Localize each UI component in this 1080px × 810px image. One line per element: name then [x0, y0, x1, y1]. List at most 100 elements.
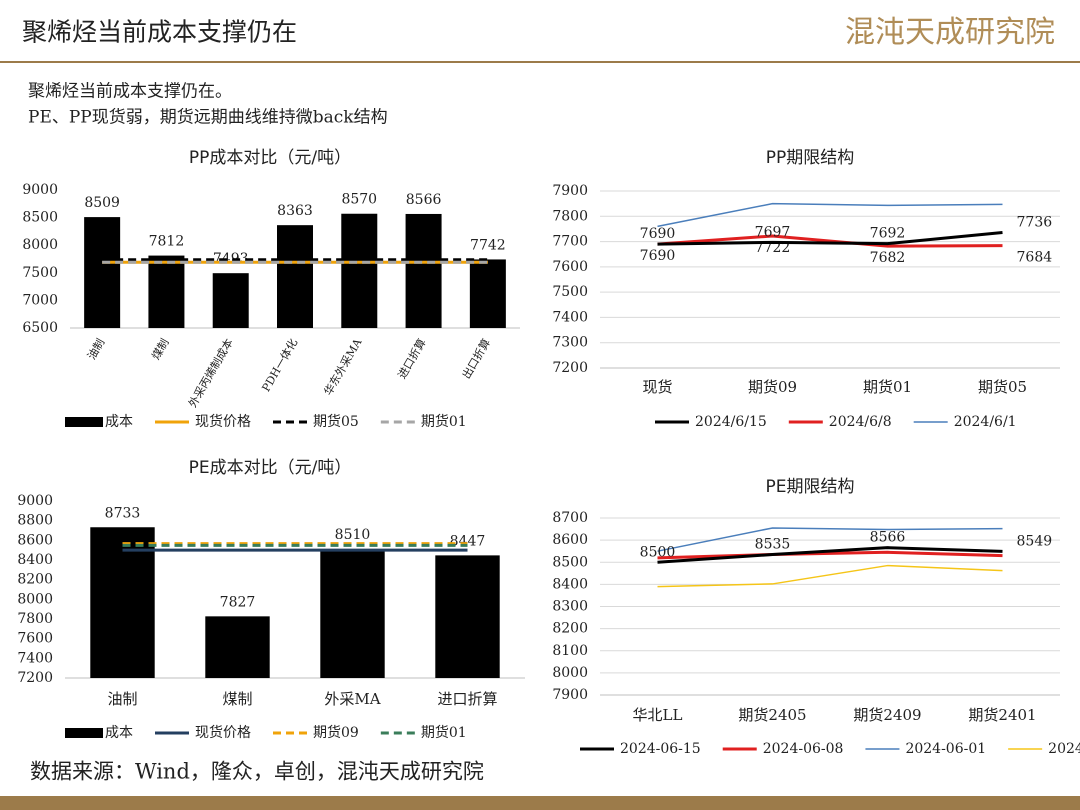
- legend-label: 成本: [105, 414, 133, 430]
- data-label: 7690: [640, 248, 676, 264]
- x-tick-label: 期货2405: [738, 706, 806, 724]
- series-line: [657, 546, 1003, 564]
- y-tick-label: 8200: [17, 572, 53, 588]
- y-tick-label: 8500: [552, 554, 588, 570]
- legend-label: 2024-06-15: [620, 741, 701, 757]
- y-tick-label: 7000: [22, 292, 58, 308]
- summary-line: 聚烯烃当前成本支撑仍在。: [28, 82, 232, 102]
- legend-label: 2024-06-08: [763, 741, 844, 757]
- y-tick-label: 7200: [17, 670, 53, 686]
- bar: [469, 259, 506, 328]
- series-line: [657, 202, 1003, 228]
- source: 数据来源：Wind，隆众，卓创，混沌天成研究院: [30, 760, 484, 784]
- y-tick-label: 8300: [552, 599, 588, 615]
- x-tick-label: 华北LL: [633, 706, 683, 724]
- series-line: [657, 234, 1003, 248]
- legend-swatch: [65, 417, 103, 427]
- data-label: 8447: [450, 533, 486, 549]
- data-label: 7827: [220, 594, 256, 610]
- bar: [212, 273, 249, 328]
- legend-label: 2024/6/15: [695, 414, 767, 430]
- y-tick-label: 7900: [552, 183, 588, 199]
- data-label: 7684: [1017, 250, 1053, 266]
- y-tick-label: 7400: [552, 309, 588, 325]
- x-tick-label: 外采丙烯制成本: [185, 336, 236, 410]
- bar: [341, 213, 378, 328]
- series-line: [657, 527, 1003, 552]
- data-label: 8535: [755, 537, 791, 553]
- y-tick-label: 9000: [22, 182, 58, 198]
- x-tick-label: 进口折算: [395, 336, 429, 381]
- legend-label: 2024-05-16: [1048, 741, 1080, 757]
- chart-title: PE期限结构: [766, 477, 855, 497]
- header-title: 聚烯烃当前成本支撑仍在: [22, 18, 297, 47]
- data-label: 8549: [1017, 533, 1053, 549]
- bar: [277, 225, 313, 328]
- data-label: 8733: [105, 505, 141, 521]
- data-label: 7736: [1017, 214, 1053, 230]
- bar: [435, 555, 500, 678]
- bar: [90, 527, 155, 678]
- x-tick-label: 油制: [107, 690, 137, 708]
- bar: [205, 616, 270, 678]
- legend-label: 期货09: [313, 724, 359, 741]
- legend-label: 现货价格: [195, 724, 251, 741]
- legend-label: 2024/6/8: [829, 414, 892, 430]
- footer-bar: [0, 796, 1080, 810]
- y-tick-label: 7400: [17, 650, 53, 666]
- data-label: 8566: [870, 530, 906, 546]
- y-tick-label: 7500: [22, 265, 58, 281]
- y-tick-label: 8200: [552, 621, 588, 637]
- x-tick-label: 期货05: [978, 378, 1027, 396]
- y-tick-label: 8600: [17, 532, 53, 548]
- data-label: 7742: [470, 237, 506, 253]
- y-tick-label: 9000: [17, 493, 53, 509]
- legend-label: 2024/6/1: [954, 414, 1017, 430]
- legend-label: 期货05: [313, 413, 359, 430]
- summary-line: PE、PP现货弱，期货远期曲线维持微back结构: [28, 108, 388, 128]
- chart-title: PP期限结构: [766, 148, 855, 168]
- y-tick-label: 8800: [17, 513, 53, 529]
- y-tick-label: 7600: [17, 631, 53, 647]
- data-label: 7690: [640, 226, 676, 242]
- chart-title: PP成本对比（元/吨）: [189, 148, 351, 168]
- x-tick-label: 出口折算: [459, 336, 493, 381]
- legend-label: 成本: [105, 725, 133, 741]
- legend-label: 现货价格: [195, 413, 251, 430]
- y-tick-label: 6500: [22, 320, 58, 336]
- y-tick-label: 8100: [552, 643, 588, 659]
- y-tick-label: 7200: [552, 360, 588, 376]
- data-label: 8500: [640, 544, 676, 560]
- legend-swatch: [65, 728, 103, 738]
- x-tick-label: 现货: [642, 378, 672, 396]
- data-label: 7697: [755, 224, 791, 240]
- legend-label: 2024-06-01: [905, 741, 986, 757]
- y-tick-label: 7500: [552, 284, 588, 300]
- y-tick-label: 7700: [552, 234, 588, 250]
- x-tick-label: 油制: [84, 336, 107, 362]
- x-tick-label: 期货09: [748, 378, 797, 396]
- y-tick-label: 8000: [22, 237, 58, 253]
- series-line: [657, 564, 1003, 588]
- y-tick-label: 7800: [552, 208, 588, 224]
- data-label: 8509: [84, 195, 120, 211]
- y-tick-label: 8400: [552, 576, 588, 592]
- y-tick-label: 7800: [17, 611, 53, 627]
- y-tick-label: 8700: [552, 510, 588, 526]
- data-label: 8566: [406, 192, 442, 208]
- x-tick-label: PDH一体化: [259, 336, 301, 394]
- bar: [148, 255, 185, 328]
- bar: [84, 217, 121, 328]
- legend-label: 期货01: [421, 413, 467, 430]
- data-label: 7493: [213, 251, 249, 267]
- x-tick-label: 外采MA: [324, 690, 380, 708]
- chart-title: PE成本对比（元/吨）: [189, 458, 352, 478]
- logo: 混沌天成研究院: [845, 15, 1055, 50]
- x-tick-label: 煤制: [149, 337, 171, 363]
- x-tick-label: 期货2409: [853, 706, 921, 724]
- bar: [405, 213, 442, 328]
- data-label: 7812: [149, 234, 185, 250]
- y-tick-label: 7600: [552, 259, 588, 275]
- data-label: 7722: [755, 240, 791, 256]
- y-tick-label: 8000: [17, 591, 53, 607]
